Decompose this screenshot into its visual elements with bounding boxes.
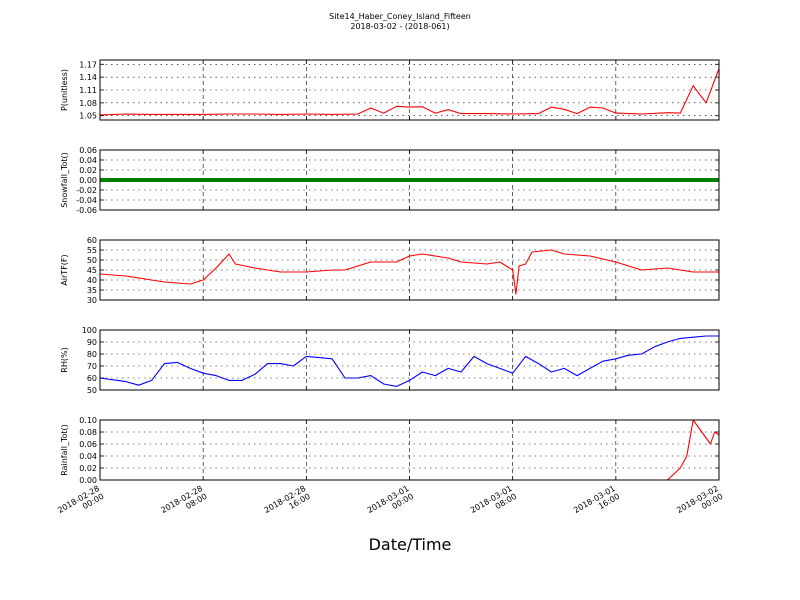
chart-subtitle: 2018-03-02 - (2018-061) bbox=[350, 22, 449, 31]
y-tick-label: 45 bbox=[87, 266, 97, 275]
y-tick-label: 0.02 bbox=[79, 166, 97, 175]
axes-frame bbox=[99, 329, 720, 391]
chart-title: Site14_Haber_Coney_Island_Fifteen bbox=[329, 12, 471, 21]
y-tick-label: 0.06 bbox=[79, 146, 97, 155]
y-tick-label: 50 bbox=[87, 256, 97, 265]
series-line bbox=[100, 419, 720, 481]
y-tick-label: 0.02 bbox=[79, 464, 97, 473]
axes-frame bbox=[99, 59, 720, 121]
series-line bbox=[99, 68, 720, 116]
subplot-3: 50 60 70 80 90 100 RH(%) bbox=[60, 326, 720, 395]
y-tick-label: 1.05 bbox=[79, 112, 97, 121]
y-tick-label: 0.06 bbox=[79, 440, 97, 449]
subplot-1: -0.06-0.04-0.020.000.020.040.06 Snowfall_… bbox=[60, 146, 720, 215]
y-tick-label: 70 bbox=[87, 362, 97, 371]
y-tick-label: 0.04 bbox=[79, 156, 97, 165]
y-tick-label: 35 bbox=[87, 286, 97, 295]
subplots: 1.051.081.111.141.17P(unitless)-0.06-0.0… bbox=[56, 59, 725, 523]
y-tick-label: -0.06 bbox=[76, 206, 97, 215]
y-axis-label: Rainfall_Tot() bbox=[60, 424, 69, 476]
y-tick-label: 100 bbox=[82, 326, 97, 335]
x-tick-label: 2018-03-0116:00 bbox=[572, 484, 621, 523]
axes-frame bbox=[99, 149, 720, 211]
y-tick-label: 1.08 bbox=[79, 99, 97, 108]
x-tick-label: 2018-02-2816:00 bbox=[263, 484, 312, 523]
y-tick-label: 60 bbox=[87, 374, 97, 383]
x-tick-label: 2018-02-2800:00 bbox=[56, 484, 105, 523]
axes-frame bbox=[99, 419, 720, 481]
y-tick-label: -0.04 bbox=[76, 196, 97, 205]
y-tick-label: 30 bbox=[87, 296, 97, 305]
y-tick-label: 50 bbox=[87, 386, 97, 395]
subplot-0: 1.05 1.08 1.11 1.14 1.17 P(unitless) bbox=[60, 59, 720, 121]
y-tick-label: 0.10 bbox=[79, 416, 97, 425]
y-axis-label: P(unitless) bbox=[60, 69, 69, 111]
series-line bbox=[99, 249, 719, 295]
y-tick-label: 0.08 bbox=[79, 428, 97, 437]
y-tick-label: 1.17 bbox=[79, 60, 97, 69]
x-tick-label: 2018-03-0200:00 bbox=[675, 484, 724, 523]
x-axis-label: Date/Time bbox=[369, 535, 452, 554]
axes-frame bbox=[99, 239, 720, 301]
x-tick-label: 2018-03-0108:00 bbox=[469, 484, 518, 523]
y-tick-label: 0.00 bbox=[79, 176, 97, 185]
subplot-4: 0.00 0.02 0.04 0.06 0.08 0.10 Rainfall_Tot() bbox=[60, 416, 720, 485]
y-axis-label: Snowfall_Tot() bbox=[60, 152, 69, 208]
y-tick-label: 0.04 bbox=[79, 452, 97, 461]
x-tick-label: 2018-02-2808:00 bbox=[159, 484, 208, 523]
y-axis-label: AirTF(F) bbox=[60, 254, 69, 285]
y-tick-label: 80 bbox=[87, 350, 97, 359]
y-tick-label: 0.00 bbox=[79, 476, 97, 485]
y-tick-label: 40 bbox=[87, 276, 97, 285]
series-line bbox=[99, 335, 719, 387]
y-tick-label: 60 bbox=[87, 236, 97, 245]
y-axis-label: RH(%) bbox=[60, 347, 69, 372]
x-tick-label: 2018-03-0100:00 bbox=[366, 484, 415, 523]
y-tick-label: 90 bbox=[87, 338, 97, 347]
y-tick-label: 1.11 bbox=[79, 86, 97, 95]
y-tick-label: 1.14 bbox=[79, 73, 97, 82]
y-tick-label: 55 bbox=[87, 246, 97, 255]
y-tick-label: -0.02 bbox=[76, 186, 97, 195]
